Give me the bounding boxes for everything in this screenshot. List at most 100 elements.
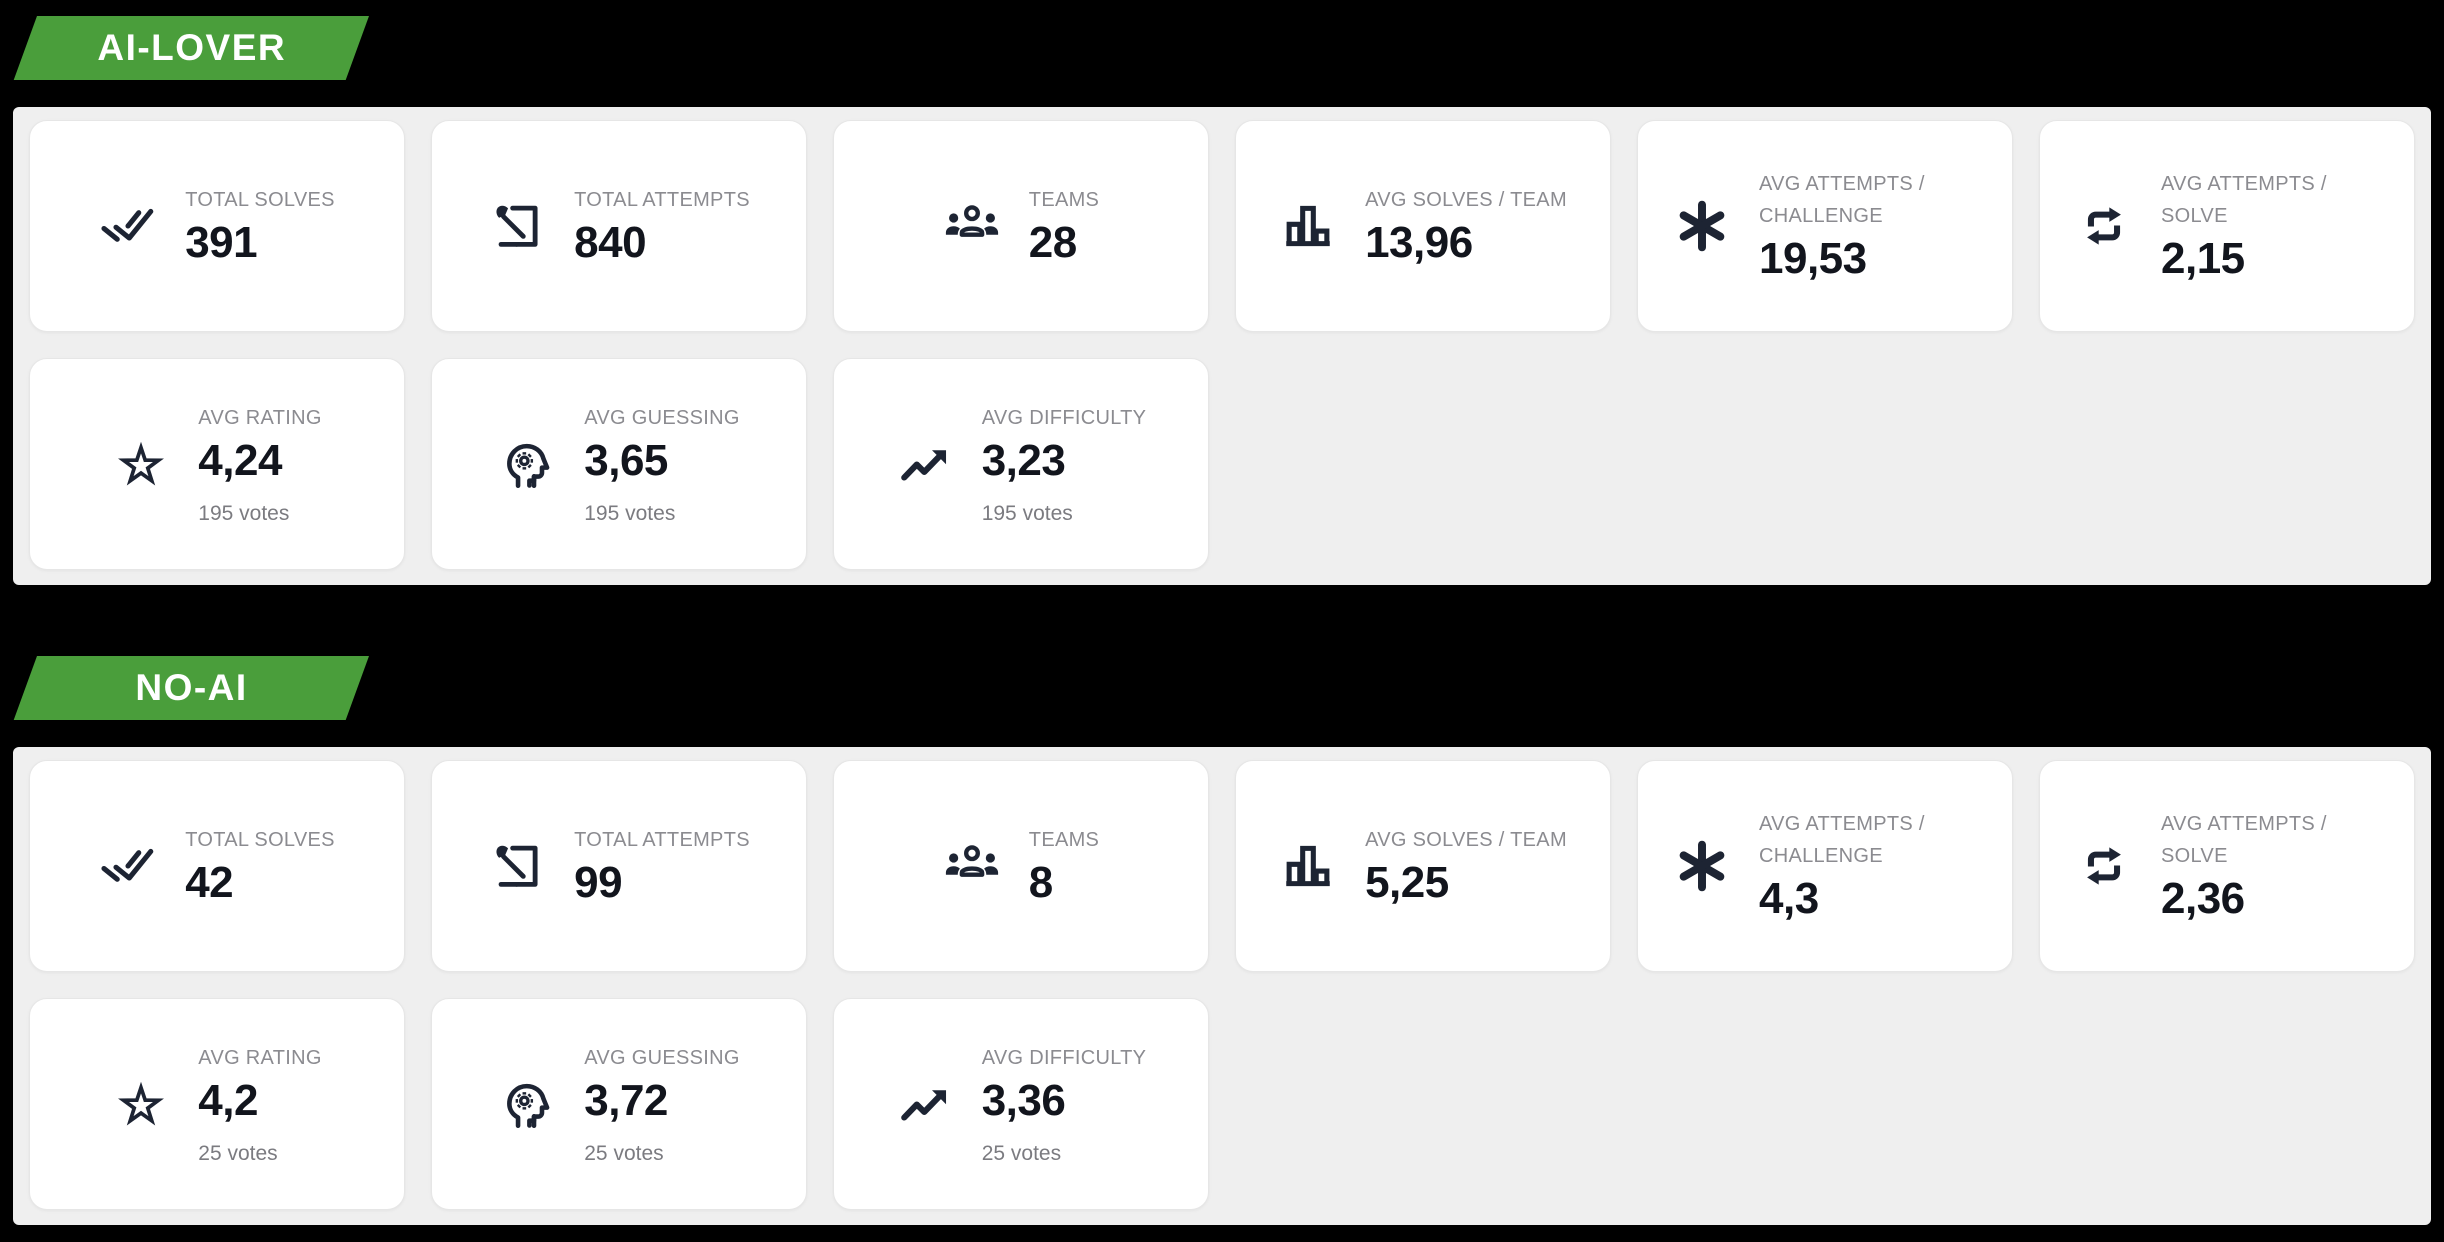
- stat-text: TOTAL SOLVES 391: [185, 184, 335, 267]
- stat-card: AVG RATING 4,24 195 votes: [29, 358, 405, 570]
- stat-value: 2,15: [2161, 234, 2245, 284]
- section-banner: NO-AI: [13, 656, 370, 720]
- stat-label: AVG DIFFICULTY: [981, 406, 1147, 429]
- stat-text: AVG RATING 4,24 195 votes: [198, 402, 321, 526]
- stat-text: TOTAL ATTEMPTS 840: [574, 184, 750, 267]
- checks-icon: [99, 837, 157, 895]
- stat-votes: 195 votes: [584, 502, 676, 526]
- stat-text: AVG DIFFICULTY 3,36 25 votes: [982, 1042, 1147, 1166]
- stat-value: 3,23: [981, 435, 1066, 485]
- stat-label: TOTAL SOLVES: [185, 829, 335, 852]
- stat-card: TOTAL SOLVES 391: [29, 120, 405, 332]
- stat-label: TOTAL ATTEMPTS: [574, 829, 750, 852]
- section-banner: AI-LOVER: [13, 16, 370, 80]
- stat-text: AVG ATTEMPTS / CHALLENGE 19,53: [1759, 168, 1977, 283]
- stat-value: 4,3: [1759, 874, 1819, 924]
- trending-up-icon: [896, 1075, 954, 1133]
- stat-card: AVG ATTEMPTS / SOLVE 2,15: [2039, 120, 2415, 332]
- stat-value: 4,24: [198, 435, 282, 485]
- stat-value: 99: [574, 858, 623, 908]
- stat-card: TOTAL SOLVES 42: [29, 760, 405, 972]
- stat-value: 42: [185, 858, 234, 908]
- stat-value: 3,72: [584, 1075, 668, 1125]
- groups-icon: [943, 197, 1001, 255]
- stat-value: 2,36: [2161, 874, 2245, 924]
- stat-value: 13,96: [1365, 218, 1473, 268]
- stat-card: TOTAL ATTEMPTS 840: [431, 120, 807, 332]
- dashboard: AI-LOVER TOTAL SOLVES 391 TOTAL ATTEMPTS…: [0, 16, 2444, 1225]
- stat-text: AVG DIFFICULTY 3,23 195 votes: [982, 402, 1147, 526]
- stat-card: TEAMS 8: [833, 760, 1209, 972]
- stat-label: AVG RATING: [198, 1046, 322, 1069]
- stat-value: 4,2: [198, 1075, 258, 1125]
- stat-label: AVG ATTEMPTS / CHALLENGE: [1759, 813, 1925, 868]
- stat-value: 391: [185, 218, 258, 268]
- stats-section: NO-AI TOTAL SOLVES 42 TOTAL ATTEMPTS 99: [0, 656, 2444, 1225]
- stat-card: AVG ATTEMPTS / SOLVE 2,36: [2039, 760, 2415, 972]
- stat-card: AVG SOLVES / TEAM 13,96: [1235, 120, 1611, 332]
- checks-icon: [99, 197, 157, 255]
- stat-label: AVG ATTEMPTS / CHALLENGE: [1759, 173, 1925, 228]
- stat-value: 8: [1028, 858, 1053, 908]
- stat-card: TOTAL ATTEMPTS 99: [431, 760, 807, 972]
- stat-text: AVG GUESSING 3,65 195 votes: [584, 402, 740, 526]
- stats-section: AI-LOVER TOTAL SOLVES 391 TOTAL ATTEMPTS…: [0, 16, 2444, 585]
- repeat-icon: [2075, 837, 2133, 895]
- stat-label: AVG SOLVES / TEAM: [1365, 829, 1567, 852]
- stat-label: TEAMS: [1028, 189, 1100, 212]
- stat-card: AVG DIFFICULTY 3,23 195 votes: [833, 358, 1209, 570]
- stat-votes: 195 votes: [981, 502, 1073, 526]
- stat-value: 5,25: [1365, 858, 1449, 908]
- head-gear-icon: [498, 435, 556, 493]
- groups-icon: [943, 837, 1001, 895]
- stat-card: AVG SOLVES / TEAM 5,25: [1235, 760, 1611, 972]
- stat-card: AVG DIFFICULTY 3,36 25 votes: [833, 998, 1209, 1210]
- stat-text: AVG SOLVES / TEAM 5,25: [1365, 824, 1567, 907]
- asterisk-icon: [1673, 837, 1731, 895]
- stat-text: AVG ATTEMPTS / CHALLENGE 4,3: [1759, 808, 1977, 923]
- stat-card: TEAMS 28: [833, 120, 1209, 332]
- stat-text: TOTAL ATTEMPTS 99: [574, 824, 750, 907]
- stat-value: 840: [574, 218, 647, 268]
- stats-panel: TOTAL SOLVES 42 TOTAL ATTEMPTS 99: [13, 747, 2431, 1225]
- chart-bar-icon: [1279, 837, 1337, 895]
- section-title: AI-LOVER: [96, 27, 286, 68]
- stat-label: AVG DIFFICULTY: [981, 1046, 1147, 1069]
- stat-label: AVG GUESSING: [584, 1046, 740, 1069]
- asterisk-icon: [1673, 197, 1731, 255]
- writing-icon: [488, 837, 546, 895]
- stat-card: AVG GUESSING 3,65 195 votes: [431, 358, 807, 570]
- writing-icon: [488, 197, 546, 255]
- stat-text: TEAMS 28: [1029, 184, 1099, 267]
- stat-card: AVG GUESSING 3,72 25 votes: [431, 998, 807, 1210]
- stat-label: TEAMS: [1028, 829, 1100, 852]
- stat-value: 3,36: [981, 1075, 1066, 1125]
- stat-votes: 25 votes: [981, 1142, 1062, 1166]
- stat-value: 19,53: [1759, 234, 1867, 284]
- stats-grid: TOTAL SOLVES 391 TOTAL ATTEMPTS 840: [29, 120, 2415, 570]
- stat-label: AVG ATTEMPTS / SOLVE: [2161, 813, 2327, 868]
- stat-label: TOTAL SOLVES: [185, 189, 335, 212]
- stat-votes: 25 votes: [584, 1142, 664, 1166]
- stat-text: TOTAL SOLVES 42: [185, 824, 335, 907]
- stat-votes: 25 votes: [198, 1142, 278, 1166]
- stat-label: AVG ATTEMPTS / SOLVE: [2161, 173, 2327, 228]
- star-icon: [112, 435, 170, 493]
- repeat-icon: [2075, 197, 2133, 255]
- stat-card: AVG RATING 4,2 25 votes: [29, 998, 405, 1210]
- stat-value: 28: [1028, 218, 1077, 268]
- head-gear-icon: [498, 1075, 556, 1133]
- stat-text: AVG ATTEMPTS / SOLVE 2,15: [2161, 168, 2379, 283]
- stats-panel: TOTAL SOLVES 391 TOTAL ATTEMPTS 840: [13, 107, 2431, 585]
- stat-text: AVG SOLVES / TEAM 13,96: [1365, 184, 1567, 267]
- stat-card: AVG ATTEMPTS / CHALLENGE 19,53: [1637, 120, 2013, 332]
- section-title: NO-AI: [135, 667, 248, 708]
- stats-grid: TOTAL SOLVES 42 TOTAL ATTEMPTS 99: [29, 760, 2415, 1210]
- stat-label: AVG SOLVES / TEAM: [1365, 189, 1567, 212]
- stat-text: AVG ATTEMPTS / SOLVE 2,36: [2161, 808, 2379, 923]
- stat-label: AVG RATING: [198, 406, 322, 429]
- stat-votes: 195 votes: [198, 502, 290, 526]
- trending-up-icon: [896, 435, 954, 493]
- star-icon: [112, 1075, 170, 1133]
- stat-label: TOTAL ATTEMPTS: [574, 189, 750, 212]
